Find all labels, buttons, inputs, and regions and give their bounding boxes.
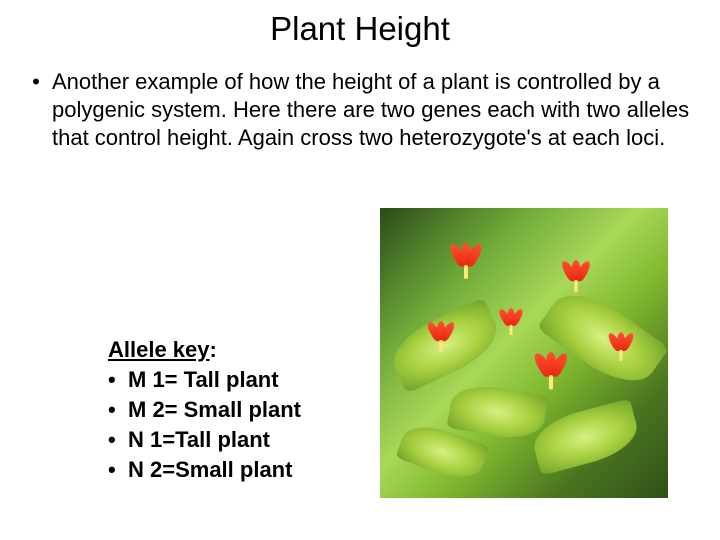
plant-background <box>380 208 668 498</box>
body-bullet: • <box>28 68 44 96</box>
flower-icon <box>534 352 568 396</box>
body-text: Another example of how the height of a p… <box>52 68 692 152</box>
allele-key-block: Allele key: • M 1= Tall plant • M 2= Sma… <box>108 335 301 485</box>
leaf-icon <box>384 297 507 393</box>
allele-key-item: • N 2=Small plant <box>108 455 301 485</box>
allele-key-text: M 2= Small plant <box>128 395 301 425</box>
leaf-icon <box>395 418 489 487</box>
plant-image <box>380 208 668 498</box>
key-bullet: • <box>108 365 122 395</box>
leaf-icon <box>528 398 643 475</box>
flower-icon <box>450 243 482 285</box>
key-bullet: • <box>108 455 122 485</box>
flower-icon <box>562 260 591 298</box>
allele-key-item: • M 1= Tall plant <box>108 365 301 395</box>
leaf-icon <box>447 380 549 444</box>
body-bullet-row: • Another example of how the height of a… <box>28 68 692 152</box>
leaf-icon <box>537 279 668 397</box>
slide-title: Plant Height <box>0 0 720 48</box>
key-bullet: • <box>108 425 122 455</box>
allele-key-heading: Allele key <box>108 337 210 362</box>
allele-key-item: • M 2= Small plant <box>108 395 301 425</box>
flower-icon <box>499 308 523 340</box>
body-section: • Another example of how the height of a… <box>0 48 720 152</box>
flower-icon <box>427 321 454 357</box>
allele-key-text: N 1=Tall plant <box>128 425 270 455</box>
key-bullet: • <box>108 395 122 425</box>
allele-key-text: M 1= Tall plant <box>128 365 279 395</box>
flower-icon <box>608 332 634 366</box>
allele-key-item: • N 1=Tall plant <box>108 425 301 455</box>
allele-key-colon: : <box>210 337 217 362</box>
allele-key-heading-row: Allele key: <box>108 335 301 365</box>
allele-key-text: N 2=Small plant <box>128 455 292 485</box>
